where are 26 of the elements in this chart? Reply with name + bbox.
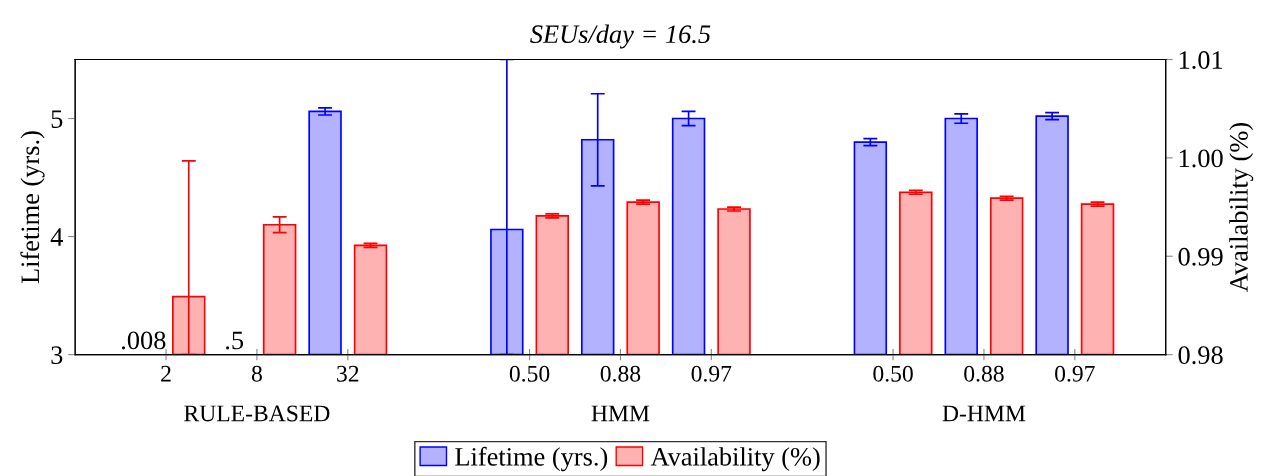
- text: .008: [121, 331, 166, 350]
- legend-label: Lifetime (yrs.): [455, 446, 608, 472]
- y-tick-label: 4: [50, 228, 63, 246]
- legend-label: Availability (%): [650, 447, 820, 472]
- y2-tick-label: 1.01: [1179, 51, 1223, 70]
- x-tick-label: 2: [161, 365, 171, 382]
- text: .5: [226, 331, 244, 350]
- y2-tick-label: 1.00: [1179, 149, 1223, 168]
- y-tick-label: 3: [51, 346, 63, 365]
- x-tick-label: 0.97: [1055, 365, 1095, 382]
- y-axis-title: Lifetime (yrs.): [20, 131, 45, 284]
- x-tick-label: 8: [251, 365, 262, 382]
- text: D-HMM: [942, 405, 1026, 422]
- x-tick-label: 0.97: [691, 365, 732, 382]
- y2-tick-label: 0.99: [1178, 247, 1223, 266]
- x-tick-label: 0.88: [600, 365, 641, 382]
- text: HMM: [591, 405, 650, 422]
- x-tick-label: 0.50: [873, 365, 913, 382]
- y2-axis-title: Availability (%): [1229, 123, 1254, 292]
- x-tick-label: 32: [337, 365, 359, 382]
- x-tick-label: 0.50: [509, 365, 550, 382]
- y2-tick-label: 0.98: [1178, 346, 1223, 365]
- chart-title: SEUs/day = 16.5: [530, 24, 711, 49]
- y-tick-label: 5: [51, 110, 63, 128]
- x-tick-label: 0.88: [964, 365, 1004, 382]
- text: RULE-BASED: [184, 405, 330, 422]
